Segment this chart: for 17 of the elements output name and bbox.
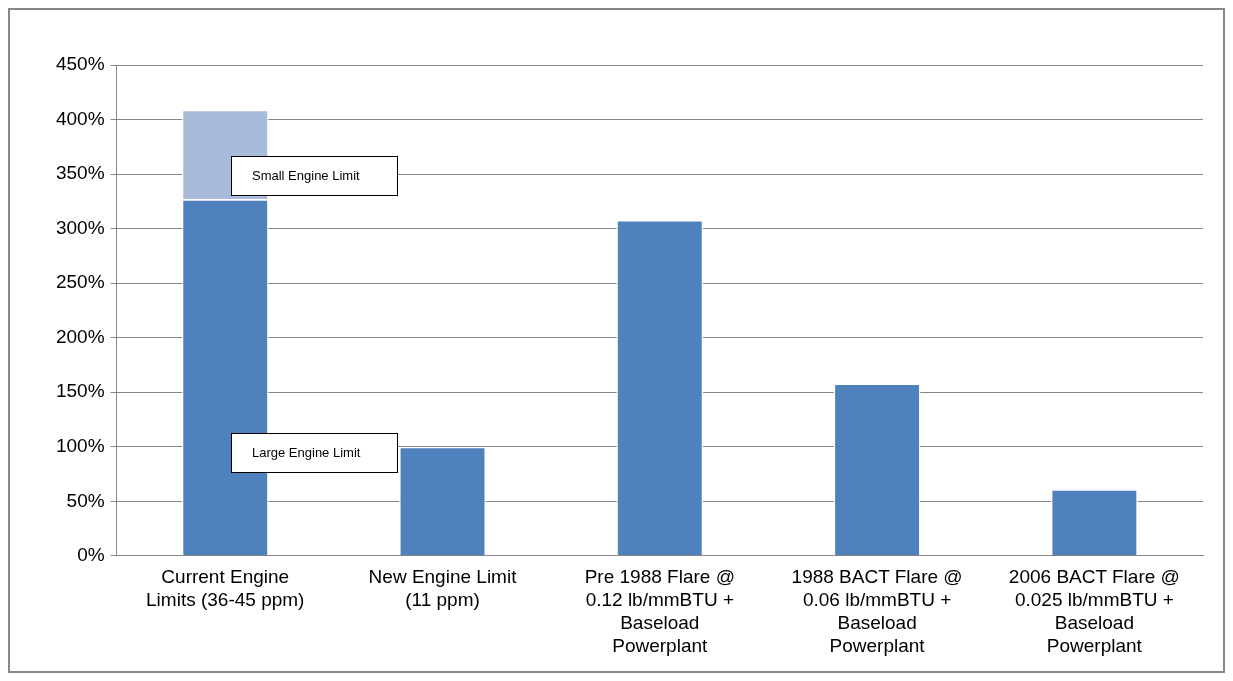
y-tick-label: 400% [55,107,105,129]
y-tick-label: 100% [55,434,105,456]
x-tick-label: Pre 1988 Flare @ 0.12 lb/mmBTU + Baseload Powerplant [584,566,735,656]
y-tick-label: 150% [55,380,105,402]
x-tick-label: 1988 BACT Flare @ 0.06 lb/mmBTU + Baseload Powerplant [791,566,963,656]
x-tick-label: New Engine Limit (11 ppm) [368,566,518,611]
x-tick-label: Current Engine Limits (36-45 ppm) [146,566,305,611]
y-tick-label: 300% [55,216,105,238]
y-tick-label: 50% [66,489,105,511]
y-tick-label: 0% [77,544,105,566]
y-tick-label: 350% [55,162,105,184]
y-tick-label: 250% [55,271,105,293]
x-tick-label: 2006 BACT Flare @ 0.025 lb/mmBTU + Baseload Powerplant [1008,566,1180,656]
y-tick-label: 450% [55,53,105,75]
y-tick-label: 200% [55,325,105,347]
callout-box: Small Engine Limit [231,156,398,196]
callout-box: Large Engine Limit [231,433,398,473]
